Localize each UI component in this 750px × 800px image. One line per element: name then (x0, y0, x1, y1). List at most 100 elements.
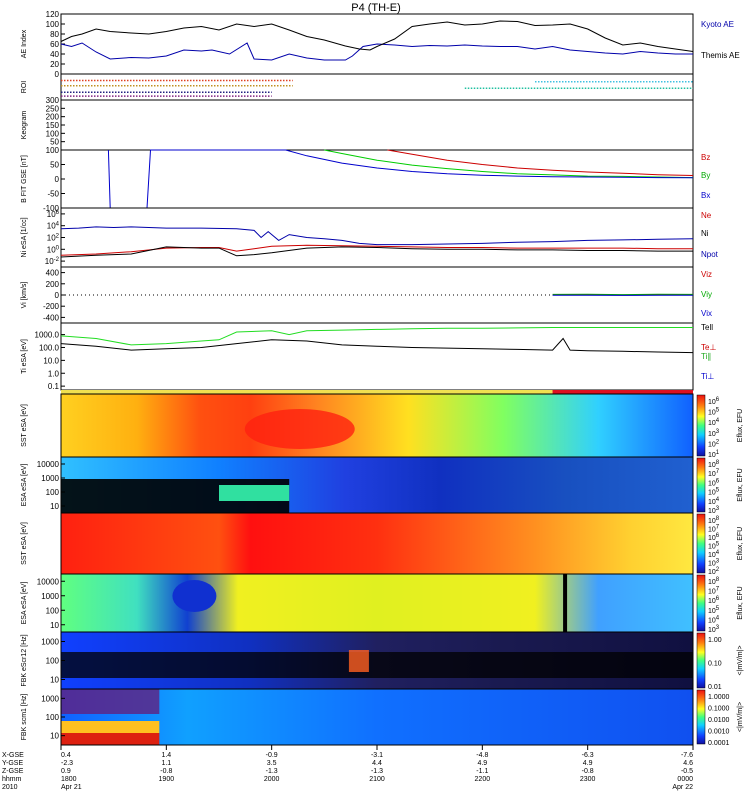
colorbar-tick-sst_e: 102 (708, 439, 720, 448)
fbk-b-low-freq (61, 733, 160, 745)
ytick-label-esa_i: 10000 (37, 577, 60, 586)
colorbar-tick-sst_e: 105 (708, 408, 720, 417)
time-axis-row-label: hhmm (2, 776, 22, 783)
ytick-label-velocity: 200 (46, 280, 60, 289)
colorbar-label-esa_e: Eflux, EFU (737, 468, 744, 501)
ytick-label-bfit: -100 (43, 204, 60, 213)
ytick-label-esa_e: 100 (46, 488, 60, 497)
series-bfit-bz (387, 149, 694, 176)
time-axis-value: -1.3 (266, 768, 278, 775)
mode-bar-slow (61, 390, 553, 394)
ytick-label-density: 102 (47, 234, 60, 243)
panel-frame-temperature (60, 322, 694, 391)
fbk-e-low (61, 652, 693, 678)
ytick-label-fbk_e: 100 (46, 657, 60, 666)
ytick-label-velocity: -200 (43, 302, 60, 311)
ylabel-fbk_e: FBK eScr12 [Hz] (21, 634, 28, 686)
colorbar-tick-sst_e: 101 (708, 450, 720, 459)
time-axis-value: 2100 (369, 776, 385, 783)
colorbar-esa_e (696, 457, 706, 513)
time-axis-value: -0.8 (582, 768, 594, 775)
series-density-ne (60, 244, 693, 256)
colorbar-tick-sst_e: 103 (708, 429, 720, 438)
spectrogram-sst_i (61, 513, 693, 574)
ytick-label-fbk_e: 1000 (41, 638, 59, 647)
time-axis-value: 1.1 (161, 760, 171, 767)
colorbar-esa_i (696, 574, 706, 632)
ytick-label-esa_e: 10 (50, 502, 59, 511)
series-bfit-by (324, 149, 694, 179)
legend-temperature-tipar: Ti∥ (701, 352, 711, 361)
colorbar-tick-sst_e: 106 (708, 397, 720, 406)
colorbar-fbk_b (696, 689, 706, 745)
time-axis-value: 2300 (580, 776, 596, 783)
ytick-label-ae: 100 (46, 20, 60, 29)
ylabel-velocity: Vi [km/s] (21, 282, 28, 309)
time-axis-row-label: Z-GSE (2, 768, 24, 775)
ytick-label-esa_i: 10 (50, 621, 59, 630)
time-axis-value: -0.9 (266, 752, 278, 759)
colorbar-label-esa_i: Eflux, EFU (737, 586, 744, 619)
ytick-label-ae: 80 (50, 30, 59, 39)
time-axis-value: 0.4 (61, 752, 71, 759)
legend-velocity-viy: Viy (701, 290, 712, 299)
colorbar-tick-fbk_b: 1.0000 (708, 694, 730, 701)
time-axis-value: 1.4 (161, 752, 171, 759)
time-axis-value: -7.6 (681, 752, 693, 759)
date-right: Apr 22 (672, 784, 693, 791)
colorbar-label-fbk_b: <|mV/m|> (737, 702, 744, 732)
time-axis-value: -1.3 (371, 768, 383, 775)
legend-bfit-bx: Bx (701, 191, 710, 200)
ytick-label-ae: 20 (50, 60, 59, 69)
colorbar-tick-fbk_b: 0.0001 (708, 740, 730, 747)
ytick-label-keogram: 250 (46, 104, 60, 113)
time-axis-value: 4.9 (583, 760, 593, 767)
ytick-label-fbk_b: 10 (50, 732, 59, 741)
ytick-label-bfit: 0 (55, 175, 60, 184)
time-axis-value: -2.3 (61, 760, 73, 767)
time-axis-value: -0.8 (160, 768, 172, 775)
spectrogram-esa_i (61, 574, 693, 632)
legend-velocity-vix: Vix (701, 309, 712, 318)
time-axis-value: 3.5 (267, 760, 277, 767)
ylabel-bfit: B FIT GSE [nT] (21, 155, 28, 203)
fbk-b-mid-freq (61, 721, 160, 733)
colorbar-label-sst_i: Eflux, EFU (737, 527, 744, 560)
colorbar-tick-esa_i: 107 (708, 587, 720, 596)
spectrogram-fbk_b (61, 689, 693, 745)
ytick-label-temperature: 100.0 (39, 343, 60, 352)
series-ae-kyoto-ae (60, 42, 693, 61)
colorbar-tick-sst_i: 102 (708, 567, 720, 576)
ytick-label-bfit: 100 (46, 146, 60, 155)
colorbar-tick-esa_i: 104 (708, 615, 720, 624)
series-temperature-tell (60, 337, 694, 354)
series-temperature-ti- (60, 327, 693, 346)
colorbar-tick-esa_i: 106 (708, 596, 720, 605)
colorbar-tick-fbk_e: 0.01 (708, 684, 722, 691)
time-axis-value: 4.6 (683, 760, 693, 767)
ytick-label-density: 100 (47, 245, 60, 254)
panel-frame-roi (60, 73, 694, 101)
series-density-npot (60, 226, 694, 246)
ytick-label-keogram: 200 (46, 113, 60, 122)
spectrogram-sst_e (61, 394, 693, 457)
time-axis-value: -6.3 (582, 752, 594, 759)
colorbar-label-fbk_e: <|mV/m|> (737, 645, 744, 675)
mode-bar-fast (552, 390, 693, 394)
ytick-label-keogram: 300 (46, 96, 60, 105)
colorbar-tick-sst_i: 108 (708, 516, 720, 525)
time-axis-row-label: X-GSE (2, 752, 24, 759)
colorbar-fbk_e (696, 632, 706, 689)
ytick-label-bfit: -50 (47, 190, 59, 199)
legend-temperature-tiperp: Ti⊥ (701, 372, 714, 381)
ylabel-ae: AE Index (21, 29, 28, 58)
ytick-label-ae: 0 (55, 70, 60, 79)
colorbar-tick-fbk_b: 0.1000 (708, 706, 730, 713)
time-axis-value: 0.9 (61, 768, 71, 775)
fbk-e-burst (348, 650, 369, 672)
plot-title: P4 (TH-E) (351, 2, 401, 14)
time-axis-value: 0000 (677, 776, 693, 783)
time-axis-row-label: Y-GSE (2, 760, 23, 767)
colorbar-tick-sst_e: 104 (708, 418, 720, 427)
colorbar-sst_e (696, 394, 706, 457)
